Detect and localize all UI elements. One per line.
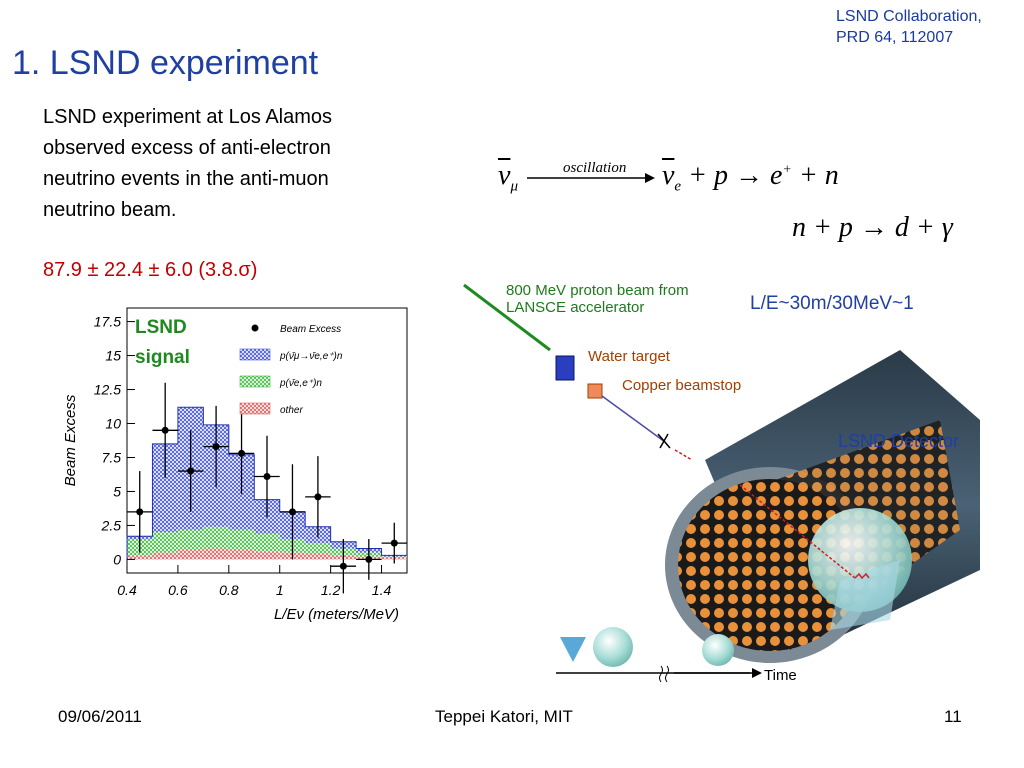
y-tick-label: 17.5	[94, 314, 121, 330]
histogram-bar-0-0	[127, 555, 153, 560]
description-text: LSND experiment at Los Alamos observed e…	[43, 102, 403, 226]
oscillation-equation: νμ νe + p → e+ + n	[498, 160, 839, 196]
y-axis-label: Beam Excess	[62, 394, 79, 486]
cone-icon	[560, 637, 586, 662]
result-value: 87.9 ± 22.4 ± 6.0 (3.8.σ)	[43, 259, 258, 281]
x-tick-label: 1.4	[372, 582, 392, 598]
e-subscript: e	[674, 178, 682, 195]
legend-swatch	[239, 402, 271, 415]
data-point	[288, 508, 296, 516]
footer-author: Teppei Katori, MIT	[435, 707, 573, 726]
time-label: Time	[764, 667, 797, 684]
histogram-bar-1-3	[203, 526, 229, 549]
description-line: neutrino events in the anti-muon	[43, 168, 329, 190]
water-target-icon	[555, 355, 575, 381]
copper-beamstop-icon	[587, 383, 603, 399]
data-point	[212, 443, 220, 451]
copper-beamstop-label: Copper beamstop	[622, 377, 742, 394]
oscillation-arrow-icon	[526, 172, 655, 183]
delayed-sphere-icon	[702, 634, 734, 666]
prompt-sphere-icon	[593, 627, 633, 667]
histogram-outline	[126, 406, 407, 560]
legend-label: Beam Excess	[280, 324, 341, 335]
x-tick-label: 0.6	[168, 582, 188, 598]
histogram-bar-1-4	[228, 529, 255, 550]
data-point	[263, 473, 271, 481]
oscillation-label: oscillation	[563, 160, 627, 176]
y-tick-label: 5	[113, 483, 121, 499]
footer-page-number: 11	[944, 707, 962, 726]
x-tick-label: 1	[276, 582, 284, 598]
y-tick-label: 7.5	[102, 449, 122, 465]
lsnd-excess-plot: 0.4 0.6 0.8 1 1.2 1.4 0 2.5 5 7.5 10 12.5 15 17.5 Beam…	[55, 298, 415, 643]
description-line: LSND experiment at Los Alamos	[43, 106, 333, 128]
data-point	[365, 555, 373, 563]
equation-tail: + n	[791, 160, 839, 191]
histogram-bar-1-5	[254, 533, 280, 552]
y-tick-label: 2.5	[101, 517, 122, 533]
description-line: neutrino beam.	[43, 199, 177, 221]
histogram-bar-0-7	[305, 553, 331, 560]
mu-subscript: μ	[510, 178, 518, 195]
y-tick-label: 12.5	[94, 382, 121, 398]
data-point	[187, 467, 195, 475]
le-ratio-label: L/E~30m/30MeV~1	[750, 293, 914, 314]
equation-middle: + p → e	[681, 160, 783, 191]
signal-label: signal	[135, 347, 190, 368]
beam-indicator-line	[463, 283, 551, 352]
footer-date: 09/06/2011	[58, 707, 142, 726]
lsnd-detector-figure	[463, 283, 985, 683]
data-point	[238, 449, 246, 457]
detector-label: LSND Detector	[838, 431, 960, 451]
histogram-bar-0-1	[152, 552, 178, 560]
histogram-bar-0-2	[177, 549, 204, 560]
y-tick-label: 10	[105, 416, 121, 432]
x-tick-label: 0.8	[219, 582, 239, 598]
data-point	[314, 493, 322, 501]
x-axis-label: L/Eν (meters/MeV)	[274, 606, 399, 623]
legend-swatch	[239, 348, 271, 361]
positron-superscript: +	[782, 162, 792, 178]
histogram-bar-0-4	[228, 549, 255, 560]
legend-marker	[251, 324, 259, 332]
capture-equation: n + p → d + γ	[792, 212, 953, 243]
slide-title: 1. LSND experiment	[12, 44, 319, 82]
data-point	[161, 426, 169, 434]
histogram-bar-1-7	[305, 543, 331, 554]
data-point	[339, 562, 347, 570]
y-tick-label: 0	[113, 551, 121, 567]
legend-swatch	[239, 375, 271, 388]
histogram-bar-1-2	[177, 529, 204, 550]
legend-label: p(ν̄μ→ν̄e,e⁺)n	[279, 351, 343, 362]
x-tick-label: 1.2	[321, 582, 341, 598]
data-point	[136, 508, 144, 516]
signal-label: LSND	[135, 317, 187, 338]
antineutrino-e: ν	[661, 160, 675, 191]
data-point	[390, 539, 398, 547]
antineutrino-mu: ν	[498, 160, 511, 191]
time-arrow-icon	[752, 668, 762, 678]
water-target-label: Water target	[588, 348, 670, 365]
histogram-bar-0-5	[254, 551, 280, 560]
description-line: observed excess of anti-electron	[43, 137, 331, 159]
beam-label: 800 MeV proton beam from LANSCE accelera…	[506, 282, 689, 316]
histogram-bar-0-3	[203, 548, 229, 560]
legend-label: p(ν̄e,e⁺)n	[279, 378, 322, 389]
x-tick-label: 0.4	[117, 582, 137, 598]
reference-citation: LSND Collaboration, PRD 64, 112007	[836, 8, 982, 46]
y-tick-label: 15	[105, 348, 121, 364]
histogram-bar-1-1	[152, 532, 178, 553]
legend-label: other	[280, 405, 303, 416]
